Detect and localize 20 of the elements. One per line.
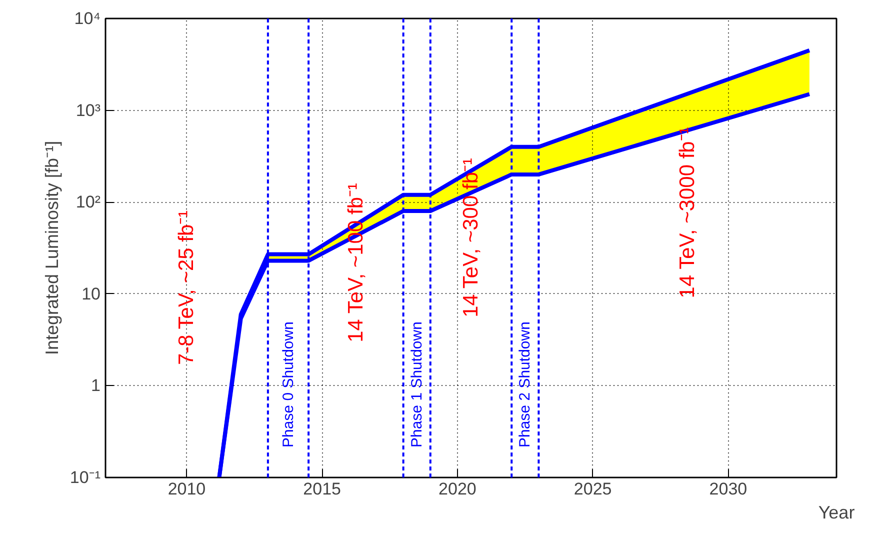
x-axis-title: Year (818, 502, 855, 522)
ref-line-label: Phase 0 Shutdown (280, 322, 297, 448)
x-tick-label: 2025 (574, 480, 612, 498)
ref-line-label: Phase 1 Shutdown (408, 322, 426, 448)
y-axis-title: Integrated Luminosity [fb⁻¹] (42, 140, 62, 356)
x-tick-label: 2015 (303, 480, 342, 498)
annotation: 14 TeV, ~3000 fb⁻¹ (676, 127, 700, 298)
annotation: 14 TeV, ~100 fb⁻¹ (344, 182, 368, 342)
x-tick-label: 2020 (438, 480, 476, 498)
y-tick-label: 10² (76, 192, 101, 212)
y-tick-label: 10 (82, 284, 101, 304)
x-tick-label: 2030 (709, 480, 748, 498)
x-tick-label: 2010 (168, 480, 206, 498)
y-tick-label: 10⁻¹ (70, 468, 101, 487)
y-tick-label: 10³ (76, 100, 101, 120)
annotation: 7-8 TeV, ~25 fb⁻¹ (175, 210, 198, 366)
y-tick-label: 1 (91, 376, 101, 396)
annotation: 14 TeV, ~300 fb⁻¹ (460, 158, 482, 318)
y-tick-label: 10⁴ (74, 9, 101, 28)
ref-line-label: Phase 2 Shutdown (516, 322, 534, 448)
